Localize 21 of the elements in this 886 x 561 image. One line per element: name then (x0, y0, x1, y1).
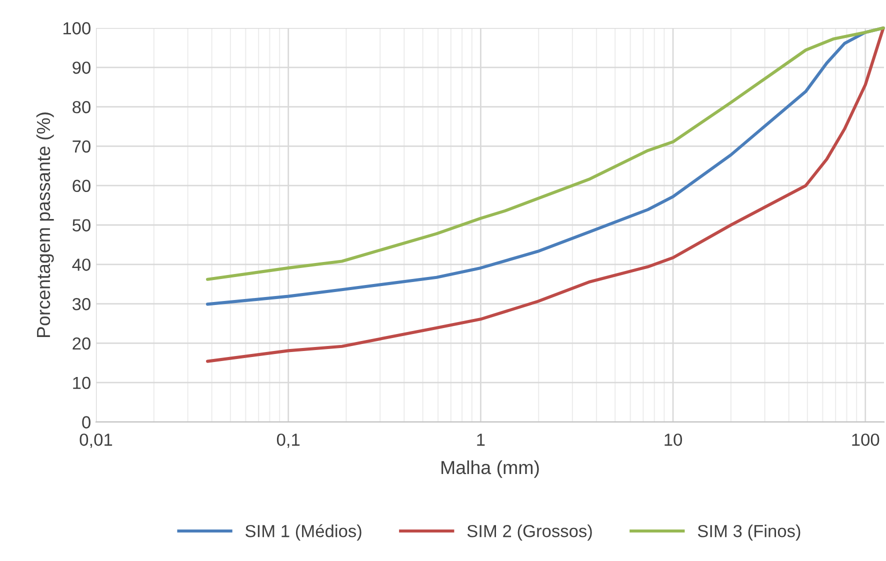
x-tick-label: 0,01 (80, 434, 112, 448)
x-tick-label: 100 (852, 434, 880, 446)
legend-label: SIM 3 (Finos) (698, 524, 800, 541)
y-tick-label: 30 (72, 298, 90, 310)
x-axis-title: Malha (mm) (442, 460, 539, 478)
y-tick-label: 70 (72, 140, 90, 153)
y-axis-title: Porcentagem passante (%) (36, 112, 54, 338)
y-tick-label: 90 (72, 62, 90, 74)
y-tick-label: 10 (73, 376, 90, 390)
y-tick-label: 100 (64, 22, 90, 34)
y-tick-label: 20 (72, 337, 90, 350)
x-tick-label: 0,1 (276, 434, 300, 448)
y-tick-label: 50 (72, 219, 90, 232)
x-tick-label: 1 (477, 434, 485, 446)
legend-label: SIM 2 (Grossos) (467, 524, 592, 541)
y-tick-label: 80 (72, 100, 90, 114)
legend-label: SIM 1 (Médios) (245, 524, 362, 541)
y-tick-label: 40 (72, 258, 90, 271)
y-tick-label: 0 (82, 416, 90, 428)
x-tick-label: 10 (664, 434, 682, 446)
y-tick-label: 60 (72, 180, 90, 192)
